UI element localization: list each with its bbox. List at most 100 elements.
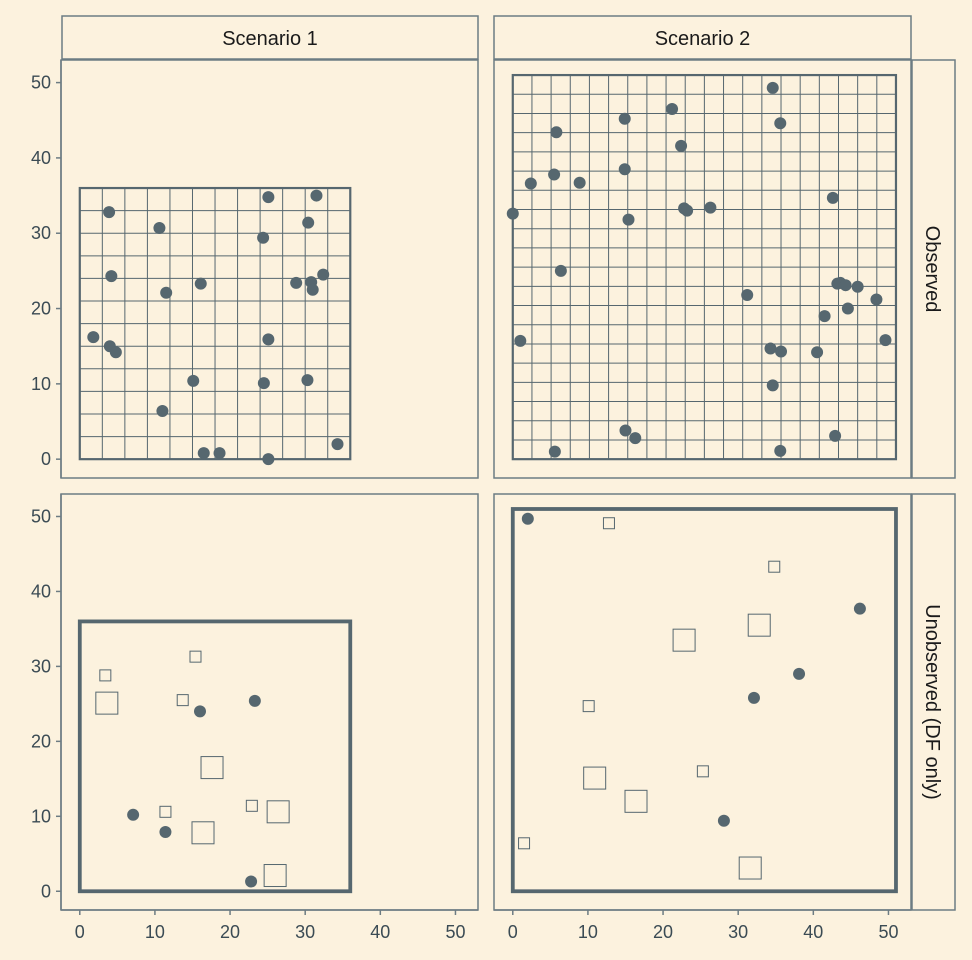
data-point	[331, 438, 344, 451]
data-point	[870, 293, 883, 306]
panel-s2-observed	[506, 73, 898, 461]
data-point	[524, 177, 537, 190]
data-point	[717, 814, 730, 827]
data-point	[262, 453, 275, 466]
data-point	[675, 139, 688, 152]
data-point	[248, 694, 261, 707]
data-point	[619, 424, 632, 437]
region-outline	[511, 73, 898, 461]
data-point	[741, 288, 754, 301]
strip-label-observed: Observed	[921, 226, 943, 313]
data-point	[764, 342, 777, 355]
data-point	[187, 374, 200, 387]
data-point	[629, 432, 642, 445]
strip-label-unobserved: Unobserved (DF only)	[921, 604, 943, 800]
data-point	[521, 512, 534, 525]
strip-scenario-1	[61, 15, 479, 60]
data-point	[775, 345, 788, 358]
data-point	[681, 204, 694, 217]
hidden-point-square	[200, 756, 224, 780]
data-point	[302, 216, 315, 229]
x-tick-label: 20	[653, 922, 673, 942]
hidden-point-square	[747, 613, 771, 637]
x-tick-label: 30	[295, 922, 315, 942]
y-tick-label: 50	[31, 73, 51, 93]
data-point	[87, 331, 100, 344]
region-outline	[510, 507, 898, 894]
panel-s1-observed	[78, 186, 352, 466]
y-tick-label: 40	[31, 148, 51, 168]
data-point	[548, 445, 561, 458]
y-axis-top: 0 10 20 30 40 50	[31, 60, 62, 478]
data-point	[262, 333, 275, 346]
data-point	[159, 826, 172, 839]
y-tick-label: 10	[31, 374, 51, 394]
data-point	[548, 168, 561, 181]
data-point	[826, 191, 839, 204]
data-point	[666, 102, 679, 115]
hidden-point-square	[99, 669, 112, 682]
hidden-point-square	[266, 800, 290, 824]
data-point	[301, 374, 314, 387]
data-point	[156, 404, 169, 417]
data-point	[109, 346, 122, 359]
hidden-point-square	[176, 694, 189, 707]
region-outline	[78, 186, 352, 461]
data-point	[774, 444, 787, 457]
x-axis-left: 0 10 20 30 40 50	[61, 909, 478, 942]
x-tick-label: 30	[728, 922, 748, 942]
strip-scenario-2	[493, 15, 912, 60]
hidden-point-square	[189, 650, 202, 663]
hidden-point-square	[672, 628, 696, 652]
data-point	[841, 302, 854, 315]
y-tick-label: 20	[31, 731, 51, 751]
data-point	[618, 112, 631, 125]
hidden-point-square	[768, 560, 781, 573]
y-tick-label: 0	[41, 449, 51, 469]
strip-observed	[911, 59, 956, 479]
region-outline	[77, 619, 353, 894]
data-point	[853, 602, 866, 615]
x-tick-label: 50	[878, 922, 898, 942]
y-tick-label: 30	[31, 223, 51, 243]
data-point	[197, 447, 210, 460]
strip-label-scenario-2: Scenario 2	[655, 28, 751, 50]
hidden-point-square	[518, 837, 531, 850]
y-tick-label: 0	[41, 881, 51, 901]
hidden-point-square	[245, 799, 258, 812]
panel-frame-s2-observed	[493, 59, 912, 479]
hidden-point-square	[95, 691, 119, 715]
hidden-point-square	[582, 700, 595, 713]
data-point	[774, 117, 787, 130]
hidden-point-square	[738, 856, 762, 880]
data-point	[194, 277, 207, 290]
x-tick-label: 10	[578, 922, 598, 942]
hidden-point-square	[696, 765, 709, 778]
y-tick-label: 30	[31, 656, 51, 676]
data-point	[257, 377, 270, 390]
data-point	[766, 81, 779, 94]
x-tick-label: 40	[370, 922, 390, 942]
data-point	[306, 283, 319, 296]
data-point	[704, 201, 717, 214]
data-point	[257, 231, 270, 244]
data-point	[317, 268, 330, 281]
data-point	[160, 286, 173, 299]
hidden-point-square	[191, 821, 215, 845]
data-point	[618, 163, 631, 176]
data-point	[879, 334, 892, 347]
data-point	[103, 206, 116, 219]
data-point	[747, 691, 760, 704]
data-point	[310, 189, 323, 202]
x-tick-label: 0	[75, 922, 85, 942]
data-point	[622, 213, 635, 226]
x-tick-label: 50	[445, 922, 465, 942]
data-point	[793, 667, 806, 680]
panel-s1-unobserved	[77, 619, 353, 894]
hidden-point-square	[624, 789, 648, 813]
data-point	[811, 346, 824, 359]
data-point	[839, 279, 852, 292]
y-tick-label: 50	[31, 506, 51, 526]
